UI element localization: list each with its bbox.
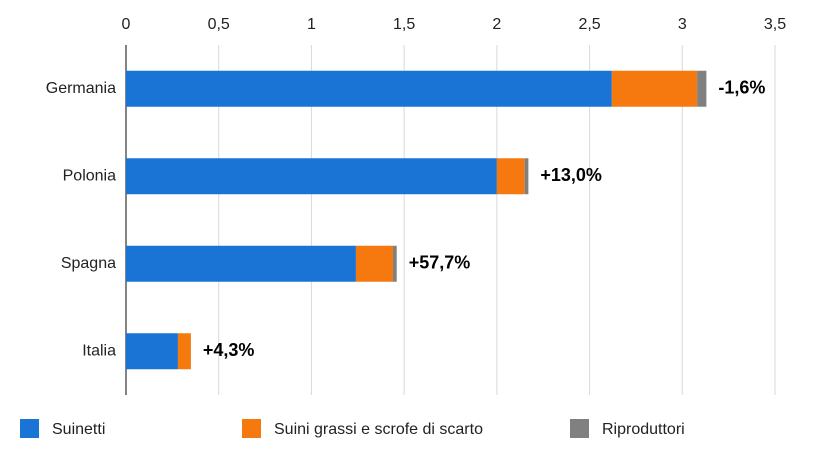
bar-segment: [496, 158, 525, 195]
bar-segment: [697, 70, 707, 107]
bar-annotation: +13,0%: [540, 165, 602, 185]
y-tick-label: Spagna: [61, 255, 116, 272]
bar-segment: [524, 158, 529, 195]
x-tick-label: 1,5: [393, 16, 415, 33]
legend-label: Suinetti: [52, 421, 105, 438]
bar-segment: [126, 158, 497, 195]
x-tick-label: 0,5: [208, 16, 230, 33]
bar-segment: [177, 333, 191, 370]
bar-segment: [393, 245, 397, 282]
legend-swatch: [242, 419, 261, 438]
bar-annotation: +57,7%: [409, 253, 471, 273]
legend-label: Riproduttori: [602, 421, 685, 438]
y-tick-label: Germania: [46, 80, 116, 97]
x-tick-label: 2,5: [578, 16, 600, 33]
bar-segment: [355, 245, 394, 282]
bar-segment: [126, 333, 178, 370]
x-tick-label: 1: [307, 16, 316, 33]
x-tick-label: 0: [122, 16, 131, 33]
legend-label: Suini grassi e scrofe di scarto: [274, 421, 483, 438]
bar-segment: [126, 245, 356, 282]
x-tick-label: 2: [492, 16, 501, 33]
legend-swatch: [20, 419, 39, 438]
x-tick-label: 3: [678, 16, 687, 33]
legend-swatch: [570, 419, 589, 438]
bar-segment: [611, 70, 698, 107]
bar-annotation: -1,6%: [718, 78, 765, 98]
y-tick-label: Italia: [82, 342, 116, 359]
bar-annotation: +4,3%: [203, 340, 255, 360]
x-tick-label: 3,5: [764, 16, 786, 33]
y-tick-label: Polonia: [63, 167, 116, 184]
bar-segment: [126, 70, 612, 107]
